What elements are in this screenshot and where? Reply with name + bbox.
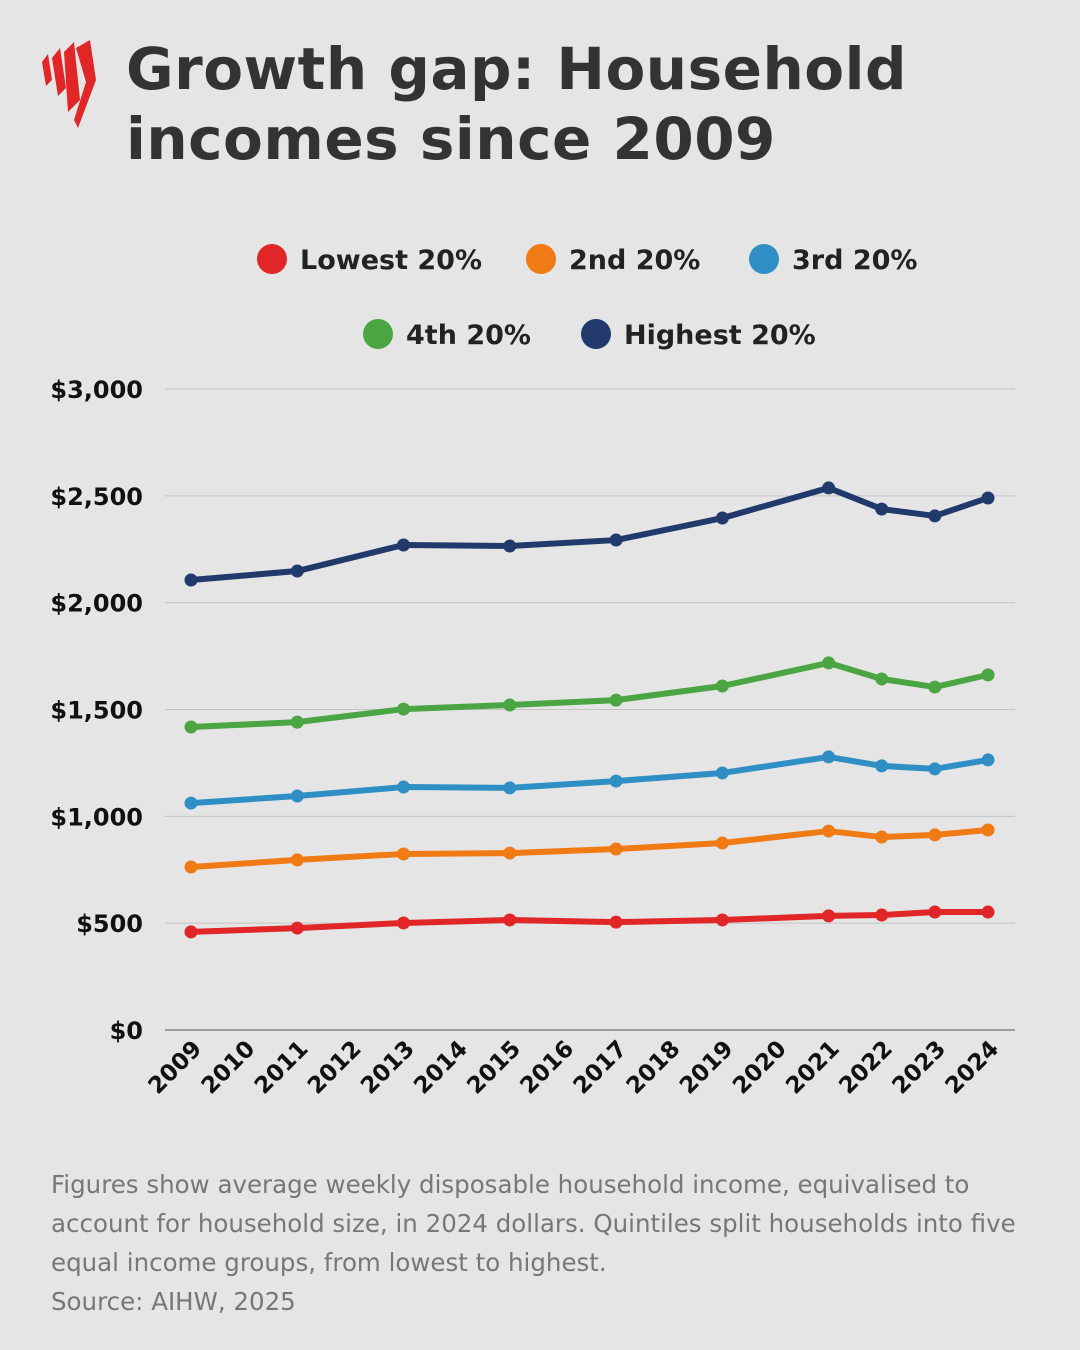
x-tick-label: 2021 <box>781 1036 845 1100</box>
data-point <box>822 481 836 495</box>
x-tick-label: 2020 <box>728 1036 792 1100</box>
x-tick-label: 2013 <box>356 1036 420 1100</box>
data-point <box>981 905 995 919</box>
y-tick-label: $1,500 <box>50 697 143 725</box>
data-point <box>981 668 995 682</box>
data-point <box>715 766 729 780</box>
data-point <box>715 913 729 927</box>
data-point <box>981 753 995 767</box>
x-tick-label: 2015 <box>462 1036 526 1100</box>
data-point <box>928 680 942 694</box>
data-point <box>822 656 836 670</box>
data-point <box>822 824 836 838</box>
legend-marker <box>363 319 393 349</box>
data-point <box>397 847 411 861</box>
data-point <box>290 715 304 729</box>
data-point <box>875 830 889 844</box>
x-tick-label: 2016 <box>516 1036 580 1100</box>
data-point <box>875 502 889 516</box>
line-chart: Lowest 20% 2nd 20% 3rd 20% 4th 20% Highest 2… <box>50 244 1015 1100</box>
data-point <box>875 759 889 773</box>
data-point <box>822 909 836 923</box>
legend-marker <box>749 244 779 274</box>
data-point <box>290 564 304 578</box>
x-tick-label: 2014 <box>409 1036 473 1100</box>
data-point <box>397 780 411 794</box>
data-point <box>928 905 942 919</box>
x-tick-label: 2024 <box>941 1036 1005 1100</box>
legend-label: 3rd 20% <box>792 245 917 276</box>
source-text: Source: AIHW, 2025 <box>51 1287 296 1316</box>
series-line-4 <box>188 659 991 731</box>
legend-marker <box>257 244 287 274</box>
x-tick-label: 2017 <box>569 1036 633 1100</box>
series-line-5 <box>188 484 991 584</box>
legend-marker <box>526 244 556 274</box>
y-tick-label: $0 <box>110 1017 143 1045</box>
legend-label: 2nd 20% <box>569 245 700 276</box>
x-tick-label: 2011 <box>250 1036 314 1100</box>
y-tick-label: $1,000 <box>50 803 143 831</box>
x-tick-label: 2023 <box>887 1036 951 1100</box>
series-line-3 <box>188 753 991 807</box>
data-point <box>715 679 729 693</box>
data-point <box>715 836 729 850</box>
data-point <box>609 533 623 547</box>
data-point <box>875 672 889 686</box>
data-point <box>503 781 517 795</box>
y-tick-label: $2,000 <box>50 590 143 618</box>
x-tick-label: 2010 <box>197 1036 261 1100</box>
page-title: Growth gap: Household incomes since 2009 <box>126 35 907 173</box>
data-point <box>184 720 198 734</box>
data-point <box>184 860 198 874</box>
series-line-2 <box>188 827 991 870</box>
data-point <box>609 774 623 788</box>
footnote-text: Figures show average weekly disposable h… <box>51 1170 1016 1277</box>
data-point <box>503 698 517 712</box>
legend-label: 4th 20% <box>406 320 531 351</box>
y-tick-label: $3,000 <box>50 376 143 404</box>
x-tick-label: 2018 <box>622 1036 686 1100</box>
data-point <box>290 853 304 867</box>
data-point <box>397 538 411 552</box>
data-point <box>981 491 995 505</box>
data-point <box>928 828 942 842</box>
data-point <box>609 915 623 929</box>
data-point <box>822 750 836 764</box>
data-point <box>875 908 889 922</box>
x-tick-label: 2012 <box>303 1036 367 1100</box>
x-tick-label: 2022 <box>834 1036 898 1100</box>
y-tick-label: $2,500 <box>50 483 143 511</box>
data-point <box>184 796 198 810</box>
data-point <box>397 916 411 930</box>
data-point <box>503 539 517 553</box>
legend-marker <box>581 319 611 349</box>
data-point <box>184 573 198 587</box>
data-point <box>397 702 411 716</box>
legend-label: Highest 20% <box>624 320 816 351</box>
data-point <box>290 921 304 935</box>
data-point <box>184 925 198 939</box>
y-tick-label: $500 <box>76 910 143 938</box>
x-tick-label: 2019 <box>675 1036 739 1100</box>
data-point <box>609 842 623 856</box>
series-line-1 <box>188 909 991 935</box>
data-point <box>715 511 729 525</box>
sbs-logo <box>42 40 96 128</box>
data-point <box>928 509 942 523</box>
data-point <box>928 762 942 776</box>
data-point <box>290 789 304 803</box>
x-tick-label: 2009 <box>144 1036 208 1100</box>
data-point <box>981 823 995 837</box>
data-point <box>503 846 517 860</box>
footnote: Figures show average weekly disposable h… <box>51 1165 1061 1321</box>
legend-label: Lowest 20% <box>300 245 482 276</box>
data-point <box>503 913 517 927</box>
data-point <box>609 693 623 707</box>
